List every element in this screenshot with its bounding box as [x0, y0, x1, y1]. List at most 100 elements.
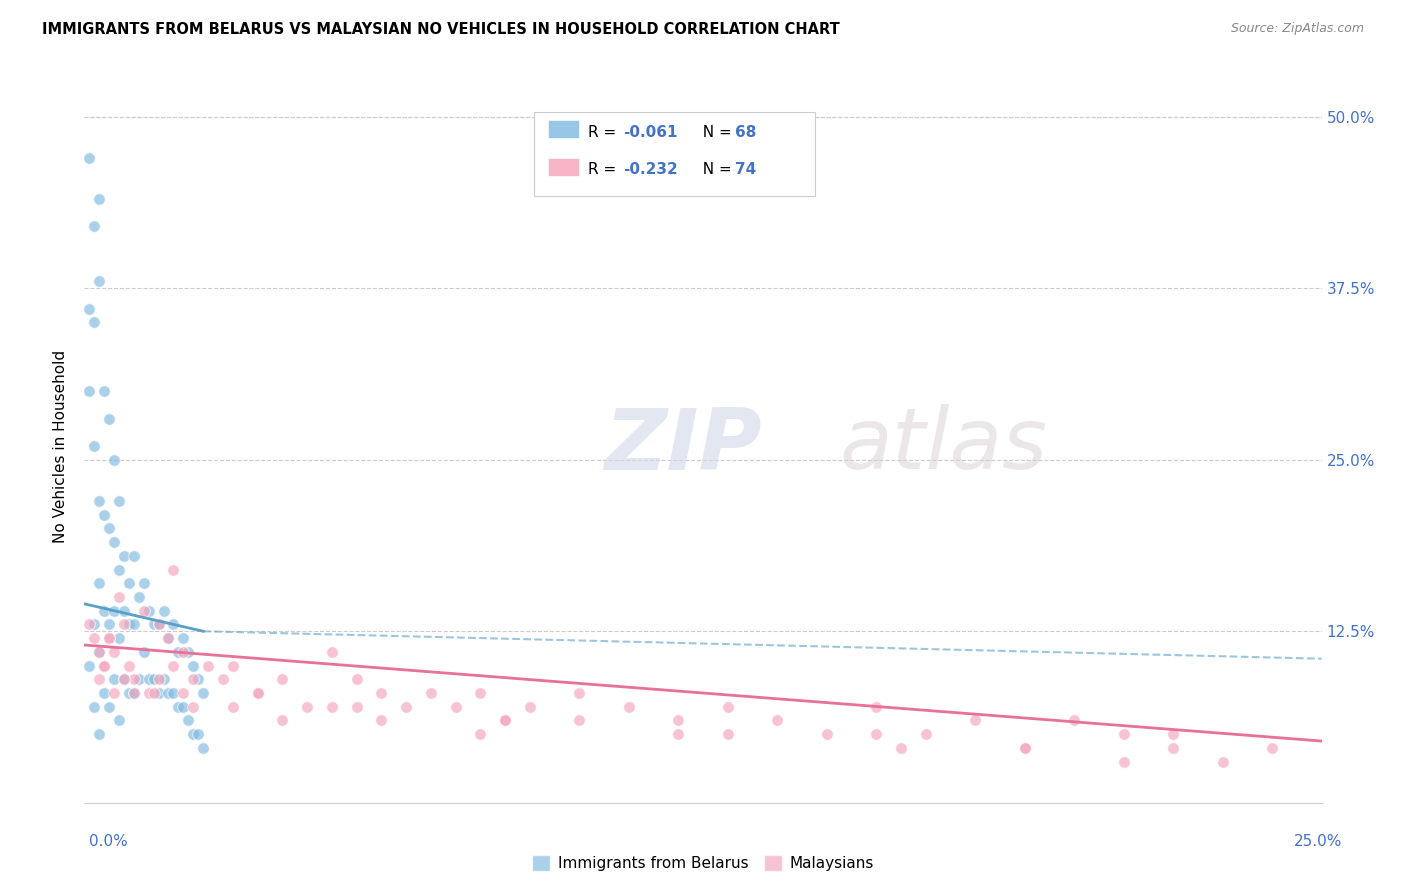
Point [172, 645, 194, 659]
Point [181, 658, 204, 673]
Point [172, 699, 194, 714]
Point [212, 673, 235, 687]
Point [222, 699, 245, 714]
Point [177, 645, 200, 659]
Point [666, 727, 689, 741]
Point [191, 740, 214, 755]
Point [122, 686, 145, 700]
Point [79, 384, 101, 398]
Point [112, 617, 135, 632]
Point [187, 673, 209, 687]
Point [98, 411, 121, 425]
Text: ZIP: ZIP [605, 404, 762, 488]
Point [122, 686, 145, 700]
Point [162, 686, 184, 700]
Point [83, 219, 105, 234]
Point [222, 658, 245, 673]
Text: 25.0%: 25.0% [1295, 834, 1343, 849]
Point [112, 549, 135, 563]
Point [98, 617, 121, 632]
Point [142, 617, 165, 632]
Point [152, 604, 174, 618]
Point [1112, 755, 1135, 769]
Point [1261, 740, 1284, 755]
Point [89, 727, 111, 741]
Legend: Immigrants from Belarus, Malaysians: Immigrants from Belarus, Malaysians [526, 849, 880, 877]
Point [132, 645, 155, 659]
Point [89, 645, 111, 659]
Point [93, 604, 115, 618]
Point [152, 673, 174, 687]
Point [162, 658, 184, 673]
Point [122, 673, 145, 687]
Point [79, 151, 101, 165]
Point [1063, 714, 1085, 728]
Text: R =: R = [588, 162, 621, 178]
Point [271, 714, 294, 728]
Point [321, 699, 343, 714]
Point [494, 714, 516, 728]
Point [157, 686, 180, 700]
Point [167, 699, 190, 714]
Point [103, 452, 125, 467]
Point [172, 686, 194, 700]
Point [148, 673, 170, 687]
Point [108, 590, 131, 604]
Point [370, 686, 392, 700]
Point [122, 549, 145, 563]
Point [93, 658, 115, 673]
Point [181, 727, 204, 741]
Point [108, 714, 131, 728]
Point [865, 699, 887, 714]
Point [128, 590, 150, 604]
Point [346, 673, 368, 687]
Point [167, 645, 190, 659]
Text: -0.232: -0.232 [623, 162, 678, 178]
Text: 68: 68 [735, 125, 756, 140]
Point [470, 727, 492, 741]
Point [890, 740, 912, 755]
Point [89, 576, 111, 591]
Point [122, 617, 145, 632]
Point [83, 316, 105, 330]
Point [83, 699, 105, 714]
Point [112, 673, 135, 687]
Point [172, 631, 194, 645]
Point [79, 617, 101, 632]
Point [815, 727, 838, 741]
Text: atlas: atlas [839, 404, 1047, 488]
Point [470, 686, 492, 700]
Point [89, 274, 111, 288]
Point [79, 658, 101, 673]
Point [162, 617, 184, 632]
Point [108, 631, 131, 645]
Point [766, 714, 789, 728]
Point [246, 686, 269, 700]
Point [568, 714, 591, 728]
Point [98, 631, 121, 645]
Point [191, 686, 214, 700]
Point [103, 686, 125, 700]
Point [444, 699, 467, 714]
Point [93, 658, 115, 673]
Point [1014, 740, 1036, 755]
Point [1161, 727, 1184, 741]
Point [108, 562, 131, 576]
Point [98, 699, 121, 714]
Text: 0.0%: 0.0% [89, 834, 128, 849]
Point [89, 192, 111, 206]
Point [246, 686, 269, 700]
Point [370, 714, 392, 728]
Point [112, 604, 135, 618]
Point [93, 508, 115, 522]
Point [157, 631, 180, 645]
Point [157, 631, 180, 645]
Text: R =: R = [588, 125, 621, 140]
Point [108, 494, 131, 508]
Point [138, 673, 160, 687]
Point [98, 521, 121, 535]
Point [118, 658, 141, 673]
Point [89, 645, 111, 659]
Point [118, 617, 141, 632]
Point [142, 686, 165, 700]
